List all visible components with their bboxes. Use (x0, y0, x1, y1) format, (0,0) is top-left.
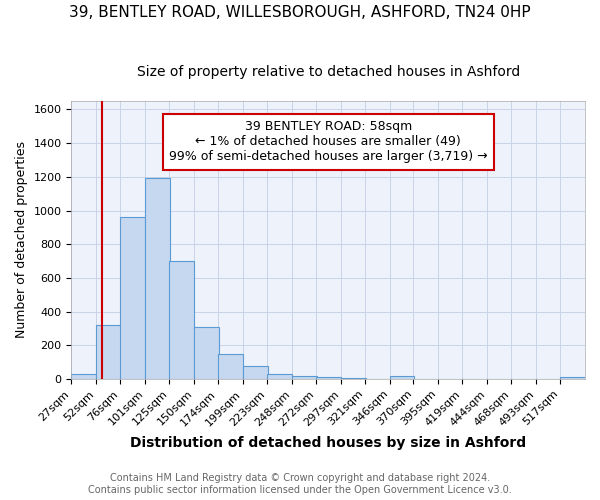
Bar (316, 378, 341, 379)
Bar (120, 217, 145, 379)
Text: Contains HM Land Registry data © Crown copyright and database right 2024.
Contai: Contains HM Land Registry data © Crown c… (88, 474, 512, 495)
Bar (97, 325, 121, 379)
Bar (341, 378, 365, 379)
Bar (71, 374, 97, 379)
Text: 39, BENTLEY ROAD, WILLESBOROUGH, ASHFORD, TN24 0HP: 39, BENTLEY ROAD, WILLESBOROUGH, ASHFORD… (69, 5, 531, 20)
Bar (169, 261, 194, 379)
Y-axis label: Number of detached properties: Number of detached properties (15, 142, 28, 338)
X-axis label: Distribution of detached houses by size in Ashford: Distribution of detached houses by size … (130, 436, 526, 450)
Text: 39 BENTLEY ROAD: 58sqm
← 1% of detached houses are smaller (49)
99% of semi-deta: 39 BENTLEY ROAD: 58sqm ← 1% of detached … (169, 120, 488, 164)
Bar (292, 376, 317, 379)
Bar (218, 354, 243, 379)
Bar (267, 374, 292, 379)
Bar (560, 378, 585, 379)
Bar (145, 178, 170, 379)
Bar (194, 326, 219, 379)
Bar (389, 376, 415, 379)
Title: Size of property relative to detached houses in Ashford: Size of property relative to detached ho… (137, 65, 520, 79)
Bar (243, 366, 268, 379)
